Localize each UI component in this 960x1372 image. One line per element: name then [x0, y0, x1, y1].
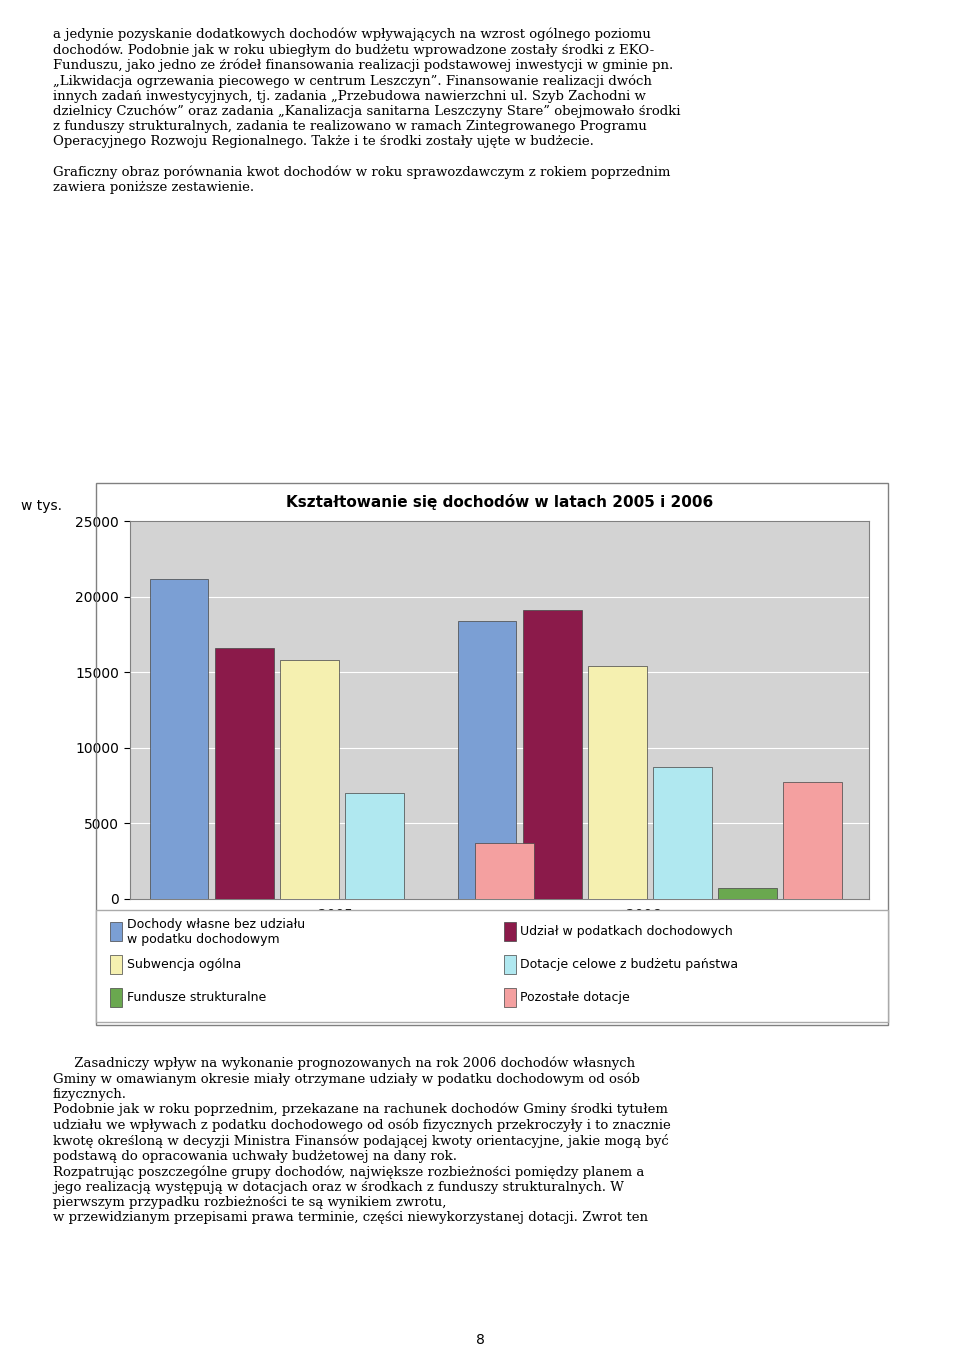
- Text: Pozostałe dotacje: Pozostałe dotacje: [520, 991, 630, 1004]
- Text: a jedynie pozyskanie dodatkowych dochodów wpływających na wzrost ogólnego poziom: a jedynie pozyskanie dodatkowych dochodó…: [53, 27, 681, 193]
- Text: Dochody własne bez udziału
w podatku dochodowym: Dochody własne bez udziału w podatku doc…: [127, 918, 305, 945]
- Bar: [280, 660, 339, 899]
- Bar: [475, 842, 534, 899]
- Bar: [718, 888, 777, 899]
- Text: Zasadniczy wpływ na wykonanie prognozowanych na rok 2006 dochodów własnych
Gminy: Zasadniczy wpływ na wykonanie prognozowa…: [53, 1056, 670, 1224]
- Text: Subwencja ogólna: Subwencja ogólna: [127, 958, 241, 971]
- Text: Dotacje celowe z budżetu państwa: Dotacje celowe z budżetu państwa: [520, 958, 738, 971]
- Text: 8: 8: [475, 1334, 485, 1347]
- Text: Udział w podatkach dochodowych: Udział w podatkach dochodowych: [520, 925, 733, 938]
- Bar: [588, 667, 646, 899]
- Bar: [150, 579, 208, 899]
- Bar: [345, 793, 403, 899]
- Bar: [523, 611, 582, 899]
- Text: w tys.: w tys.: [21, 499, 62, 513]
- Bar: [215, 648, 274, 899]
- Bar: [458, 622, 516, 899]
- Text: Fundusze strukturalne: Fundusze strukturalne: [127, 991, 266, 1004]
- Title: Kształtowanie się dochodów w latach 2005 i 2006: Kształtowanie się dochodów w latach 2005…: [285, 494, 713, 510]
- Bar: [783, 782, 842, 899]
- Bar: [653, 767, 711, 899]
